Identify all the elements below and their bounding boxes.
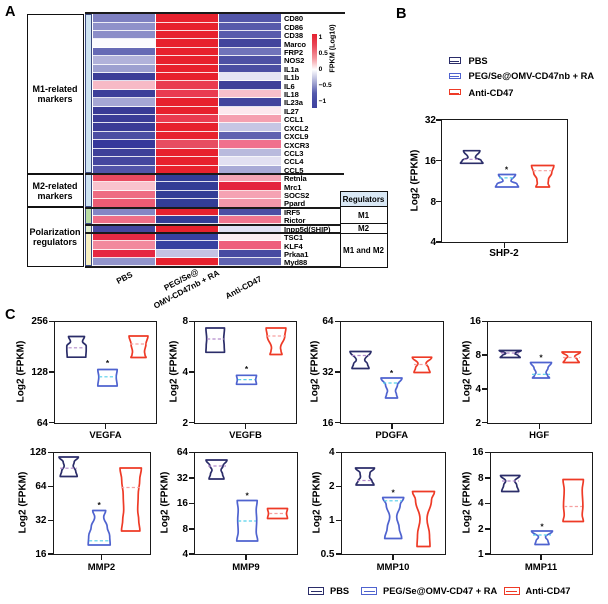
svg-text:*: * [505,165,509,175]
svg-text:*: * [106,358,110,368]
svg-text:*: * [539,353,543,363]
svg-text:*: * [390,368,394,378]
svg-text:*: * [98,500,102,510]
svg-text:*: * [540,522,544,532]
svg-text:*: * [246,491,250,501]
svg-text:*: * [245,364,249,374]
svg-text:*: * [392,488,396,498]
